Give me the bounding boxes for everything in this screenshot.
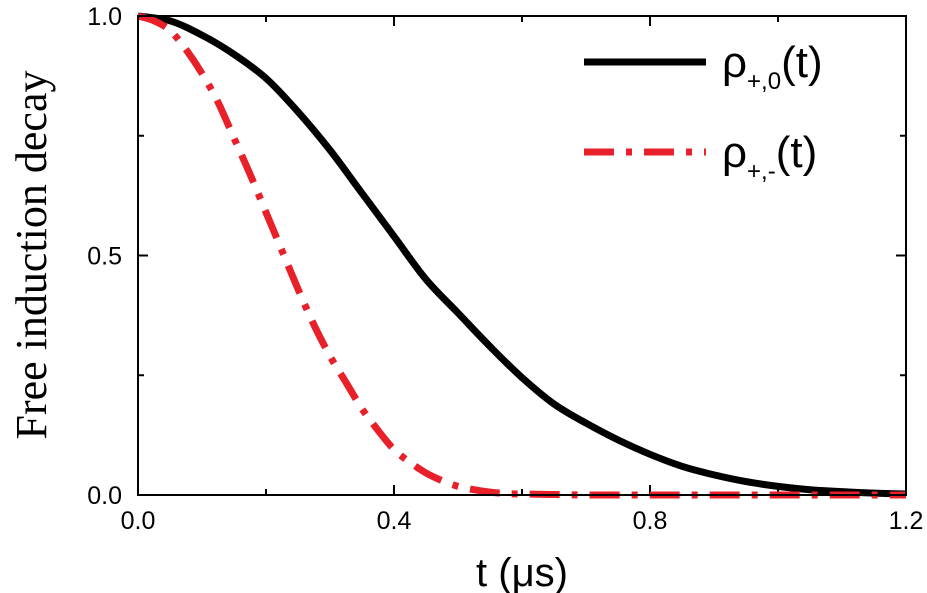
- series-layer: [137, 12, 907, 499]
- series-line-1: [137, 12, 906, 499]
- tick-labels: 0.0 0.4 0.8 1.2 0.0 0.5 1.0: [87, 3, 923, 535]
- x-tick-label: 0.0: [121, 507, 156, 535]
- y-tick-label: 1.0: [87, 3, 122, 31]
- x-tick-label: 1.2: [889, 507, 924, 535]
- legend-label-0: ρ+,0(t): [722, 38, 823, 95]
- y-tick-label: 0.5: [87, 243, 122, 271]
- y-tick-label: 0.0: [87, 482, 122, 510]
- legend-label-1: ρ+,-(t): [722, 128, 817, 185]
- x-tick-label: 0.8: [633, 507, 668, 535]
- legend: ρ+,0(t) ρ+,-(t): [584, 38, 823, 185]
- plot-frame: [137, 15, 907, 496]
- series-line-0: [137, 12, 907, 498]
- x-axis-title: t (μs): [476, 551, 568, 593]
- y-axis-title: Free induction decay: [7, 71, 56, 440]
- x-tick-label: 0.4: [377, 507, 412, 535]
- axis-ticks: [137, 15, 907, 496]
